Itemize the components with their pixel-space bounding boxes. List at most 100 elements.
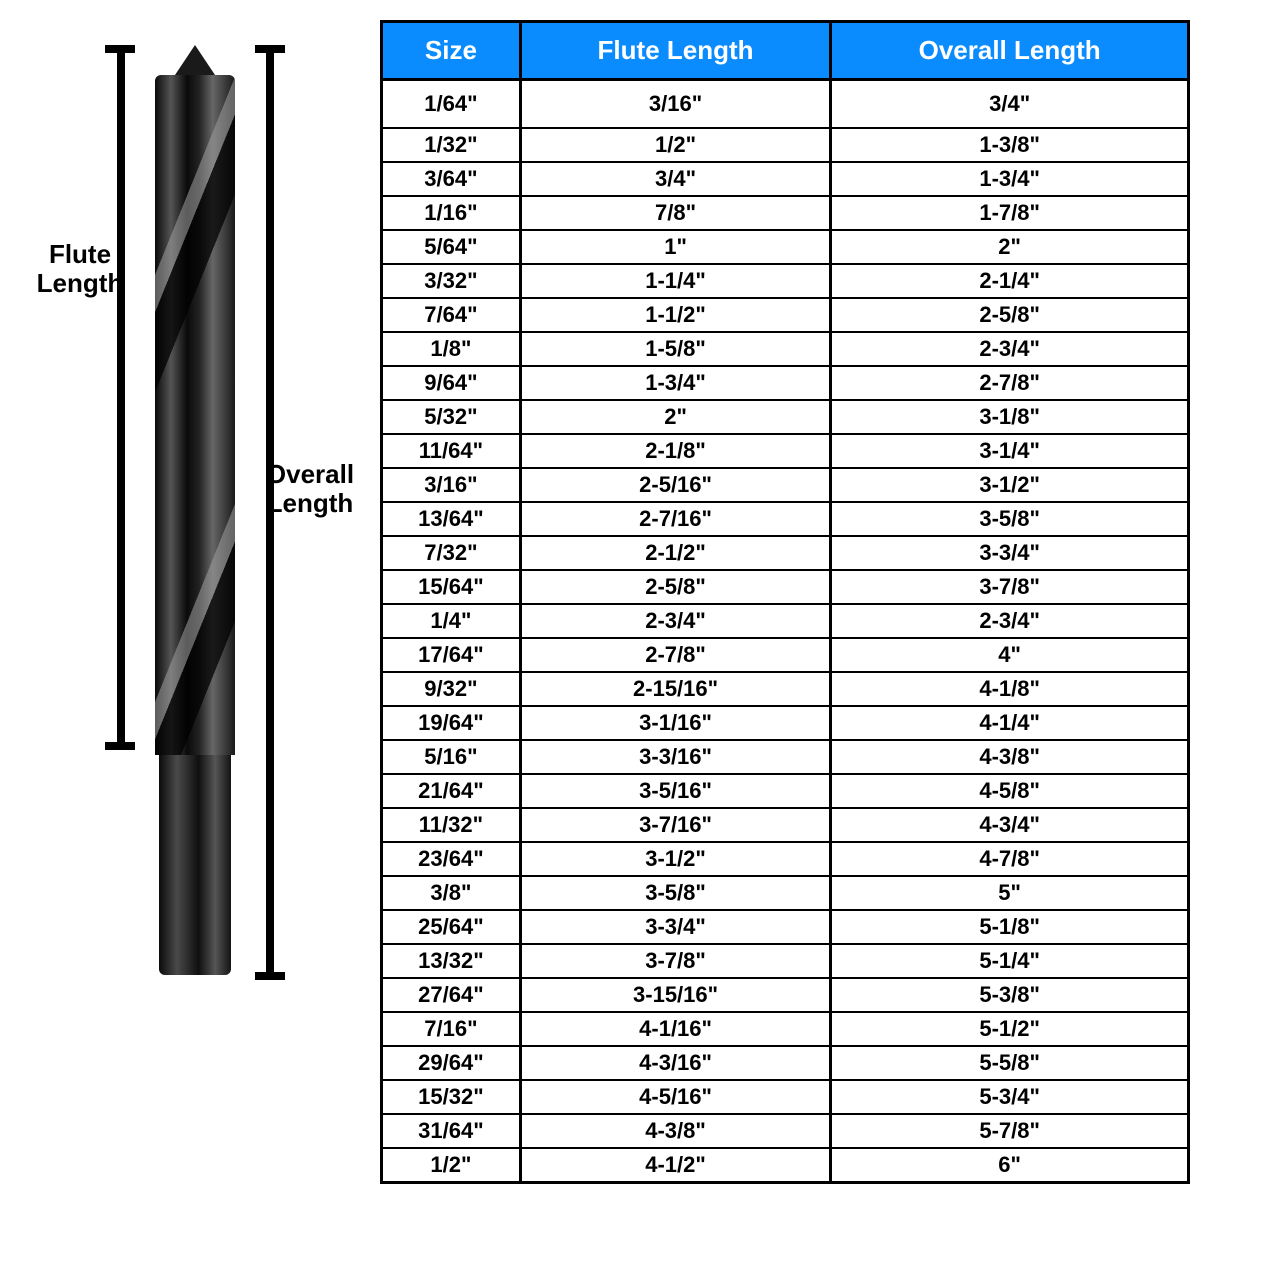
table-row: 11/64"2-1/8"3-1/4" — [382, 434, 1189, 468]
table-row: 23/64"3-1/2"4-7/8" — [382, 842, 1189, 876]
overall-label-line2: Length — [267, 488, 354, 518]
table-cell: 3-1/8" — [831, 400, 1189, 434]
table-cell: 3-1/4" — [831, 434, 1189, 468]
table-cell: 3-7/8" — [520, 944, 830, 978]
drill-size-table: Size Flute Length Overall Length 1/64"3/… — [380, 20, 1190, 1184]
table-cell: 1-3/4" — [520, 366, 830, 400]
table-row: 1/16"7/8"1-7/8" — [382, 196, 1189, 230]
table-cell: 3-15/16" — [520, 978, 830, 1012]
table-cell: 3-3/4" — [831, 536, 1189, 570]
flute-bracket-bottom — [105, 742, 135, 750]
overall-length-label: Overall Length — [260, 460, 360, 517]
table-cell: 15/32" — [382, 1080, 521, 1114]
table-cell: 5-3/4" — [831, 1080, 1189, 1114]
table-cell: 3/4" — [520, 162, 830, 196]
table-cell: 1/2" — [382, 1148, 521, 1183]
table-cell: 4-5/16" — [520, 1080, 830, 1114]
drill-tip — [175, 45, 215, 75]
drill-flute — [155, 75, 235, 755]
table-cell: 5-1/4" — [831, 944, 1189, 978]
table-cell: 11/64" — [382, 434, 521, 468]
table-cell: 2-3/4" — [831, 332, 1189, 366]
table-cell: 11/32" — [382, 808, 521, 842]
drill-diagram: Flute Length Overall Length — [30, 20, 360, 1020]
table-cell: 3/16" — [520, 80, 830, 129]
table-row: 25/64"3-3/4"5-1/8" — [382, 910, 1189, 944]
table-cell: 29/64" — [382, 1046, 521, 1080]
table-cell: 3-5/16" — [520, 774, 830, 808]
table-cell: 3-1/2" — [831, 468, 1189, 502]
table-cell: 4-3/8" — [520, 1114, 830, 1148]
table-cell: 2-7/8" — [831, 366, 1189, 400]
table-cell: 2-5/16" — [520, 468, 830, 502]
table-cell: 3-1/2" — [520, 842, 830, 876]
table-cell: 3/4" — [831, 80, 1189, 129]
table-cell: 5-1/2" — [831, 1012, 1189, 1046]
table-cell: 4" — [831, 638, 1189, 672]
table-cell: 3-7/16" — [520, 808, 830, 842]
table-cell: 3-5/8" — [831, 502, 1189, 536]
table-row: 1/8"1-5/8"2-3/4" — [382, 332, 1189, 366]
table-cell: 2-3/4" — [520, 604, 830, 638]
table-row: 3/32"1-1/4"2-1/4" — [382, 264, 1189, 298]
table-cell: 2-5/8" — [520, 570, 830, 604]
table-cell: 5/16" — [382, 740, 521, 774]
table-row: 21/64"3-5/16"4-5/8" — [382, 774, 1189, 808]
table-header-row: Size Flute Length Overall Length — [382, 22, 1189, 80]
flute-length-label: Flute Length — [30, 240, 130, 297]
table-row: 5/64"1"2" — [382, 230, 1189, 264]
table-cell: 1-1/2" — [520, 298, 830, 332]
table-cell: 4-1/8" — [831, 672, 1189, 706]
size-table-container: Size Flute Length Overall Length 1/64"3/… — [380, 20, 1190, 1184]
overall-label-line1: Overall — [266, 459, 354, 489]
table-row: 5/16"3-3/16"4-3/8" — [382, 740, 1189, 774]
table-row: 31/64"4-3/8"5-7/8" — [382, 1114, 1189, 1148]
table-cell: 1/4" — [382, 604, 521, 638]
table-cell: 5/64" — [382, 230, 521, 264]
table-row: 1/2"4-1/2"6" — [382, 1148, 1189, 1183]
table-cell: 3-3/4" — [520, 910, 830, 944]
table-row: 27/64"3-15/16"5-3/8" — [382, 978, 1189, 1012]
table-cell: 3/32" — [382, 264, 521, 298]
table-cell: 3/64" — [382, 162, 521, 196]
table-cell: 15/64" — [382, 570, 521, 604]
table-row: 3/16"2-5/16"3-1/2" — [382, 468, 1189, 502]
table-row: 13/32"3-7/8"5-1/4" — [382, 944, 1189, 978]
table-cell: 19/64" — [382, 706, 521, 740]
table-cell: 4-1/4" — [831, 706, 1189, 740]
table-cell: 2-1/4" — [831, 264, 1189, 298]
table-row: 17/64"2-7/8"4" — [382, 638, 1189, 672]
table-row: 7/32"2-1/2"3-3/4" — [382, 536, 1189, 570]
table-cell: 3-1/16" — [520, 706, 830, 740]
table-cell: 1-3/4" — [831, 162, 1189, 196]
table-cell: 1/2" — [520, 128, 830, 162]
table-cell: 2-7/16" — [520, 502, 830, 536]
table-cell: 1/8" — [382, 332, 521, 366]
table-cell: 7/8" — [520, 196, 830, 230]
table-cell: 2" — [520, 400, 830, 434]
table-cell: 4-3/16" — [520, 1046, 830, 1080]
table-row: 15/32"4-5/16"5-3/4" — [382, 1080, 1189, 1114]
table-cell: 3-5/8" — [520, 876, 830, 910]
table-cell: 17/64" — [382, 638, 521, 672]
table-cell: 1" — [520, 230, 830, 264]
table-cell: 1-7/8" — [831, 196, 1189, 230]
table-row: 3/8"3-5/8"5" — [382, 876, 1189, 910]
th-overall-length: Overall Length — [831, 22, 1189, 80]
table-cell: 1-3/8" — [831, 128, 1189, 162]
table-cell: 1-5/8" — [520, 332, 830, 366]
table-cell: 1/16" — [382, 196, 521, 230]
table-cell: 5-1/8" — [831, 910, 1189, 944]
table-cell: 2-3/4" — [831, 604, 1189, 638]
table-cell: 1-1/4" — [520, 264, 830, 298]
table-cell: 3/16" — [382, 468, 521, 502]
flute-bracket-line — [117, 45, 125, 750]
table-cell: 13/32" — [382, 944, 521, 978]
table-row: 11/32"3-7/16"4-3/4" — [382, 808, 1189, 842]
table-cell: 2-5/8" — [831, 298, 1189, 332]
table-cell: 23/64" — [382, 842, 521, 876]
table-row: 19/64"3-1/16"4-1/4" — [382, 706, 1189, 740]
table-cell: 4-3/4" — [831, 808, 1189, 842]
th-size: Size — [382, 22, 521, 80]
table-row: 7/16"4-1/16"5-1/2" — [382, 1012, 1189, 1046]
